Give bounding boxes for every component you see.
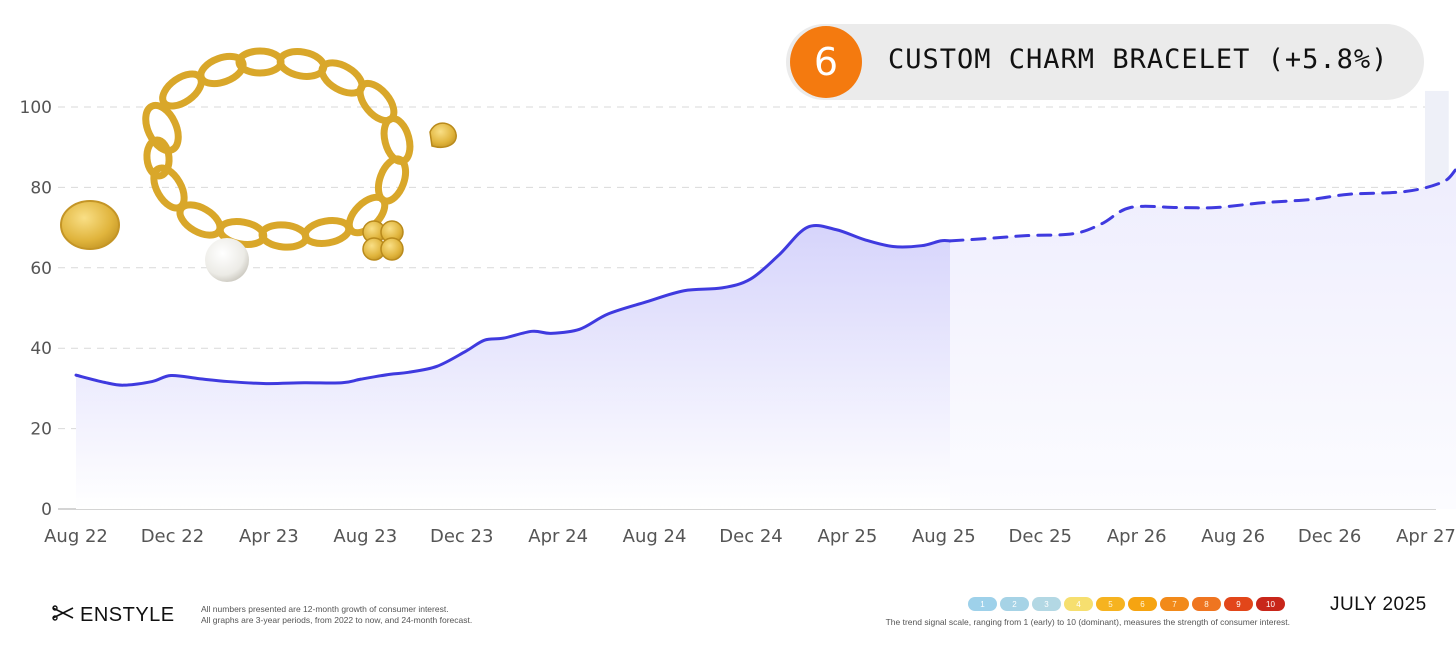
y-tick-label: 60 xyxy=(30,259,52,279)
x-tick-label: Apr 23 xyxy=(239,526,299,547)
scale-pill: 5 xyxy=(1096,597,1125,611)
scale-pill: 1 xyxy=(968,597,997,611)
x-tick-label: Aug 23 xyxy=(333,526,397,547)
scale-pill: 8 xyxy=(1192,597,1221,611)
scale-pill: 3 xyxy=(1032,597,1061,611)
scale-pill: 7 xyxy=(1160,597,1189,611)
x-tick-label: Apr 25 xyxy=(818,526,878,547)
trend-signal-scale: 1 2 3 4 5 6 7 8 9 10 xyxy=(968,597,1285,611)
forecast-line xyxy=(948,167,1456,243)
y-tick-label: 20 xyxy=(30,420,52,440)
scale-caption: The trend signal scale, ranging from 1 (… xyxy=(885,617,1290,627)
scale-pill: 2 xyxy=(1000,597,1029,611)
x-tick-label: Aug 22 xyxy=(44,526,108,547)
y-tick-label: 40 xyxy=(30,339,52,359)
report-date: JULY 2025 xyxy=(1330,594,1427,615)
actual-area xyxy=(76,225,950,509)
y-tick-label: 100 xyxy=(20,98,52,118)
y-tick-label: 80 xyxy=(30,178,52,198)
x-tick-label: Dec 23 xyxy=(430,526,493,547)
chart-title: CUSTOM CHARM BRACELET (+5.8%) xyxy=(888,44,1389,75)
brand-name: ENSTYLE xyxy=(80,604,175,626)
footnote-line: All numbers presented are 12-month growt… xyxy=(201,604,449,614)
title-pill xyxy=(786,24,1424,100)
x-tick-label: Aug 25 xyxy=(912,526,976,547)
x-tick-label: Apr 26 xyxy=(1107,526,1167,547)
x-tick-label: Apr 27 xyxy=(1396,526,1456,547)
actual-line xyxy=(74,224,952,387)
x-tick-label: Dec 26 xyxy=(1298,526,1361,547)
forecast-area xyxy=(950,169,1456,509)
brand-logo: ENSTYLE xyxy=(52,604,175,627)
footnote-line: All graphs are 3-year periods, from 2022… xyxy=(201,615,473,625)
scale-pill: 10 xyxy=(1256,597,1285,611)
footnote: All numbers presented are 12-month growt… xyxy=(201,604,531,626)
x-tick-label: Aug 24 xyxy=(623,526,687,547)
product-image-bracelet xyxy=(52,40,472,295)
x-tick-label: Dec 24 xyxy=(719,526,782,547)
x-tick-label: Dec 25 xyxy=(1009,526,1072,547)
x-tick-label: Dec 22 xyxy=(141,526,204,547)
y-tick-label: 0 xyxy=(41,500,52,520)
scale-pill: 6 xyxy=(1128,597,1157,611)
scissors-icon xyxy=(52,605,74,626)
x-tick-label: Aug 26 xyxy=(1201,526,1265,547)
x-tick-label: Apr 24 xyxy=(528,526,588,547)
scale-pill: 9 xyxy=(1224,597,1253,611)
rank-badge: 6 xyxy=(790,26,862,98)
scale-pill: 4 xyxy=(1064,597,1093,611)
